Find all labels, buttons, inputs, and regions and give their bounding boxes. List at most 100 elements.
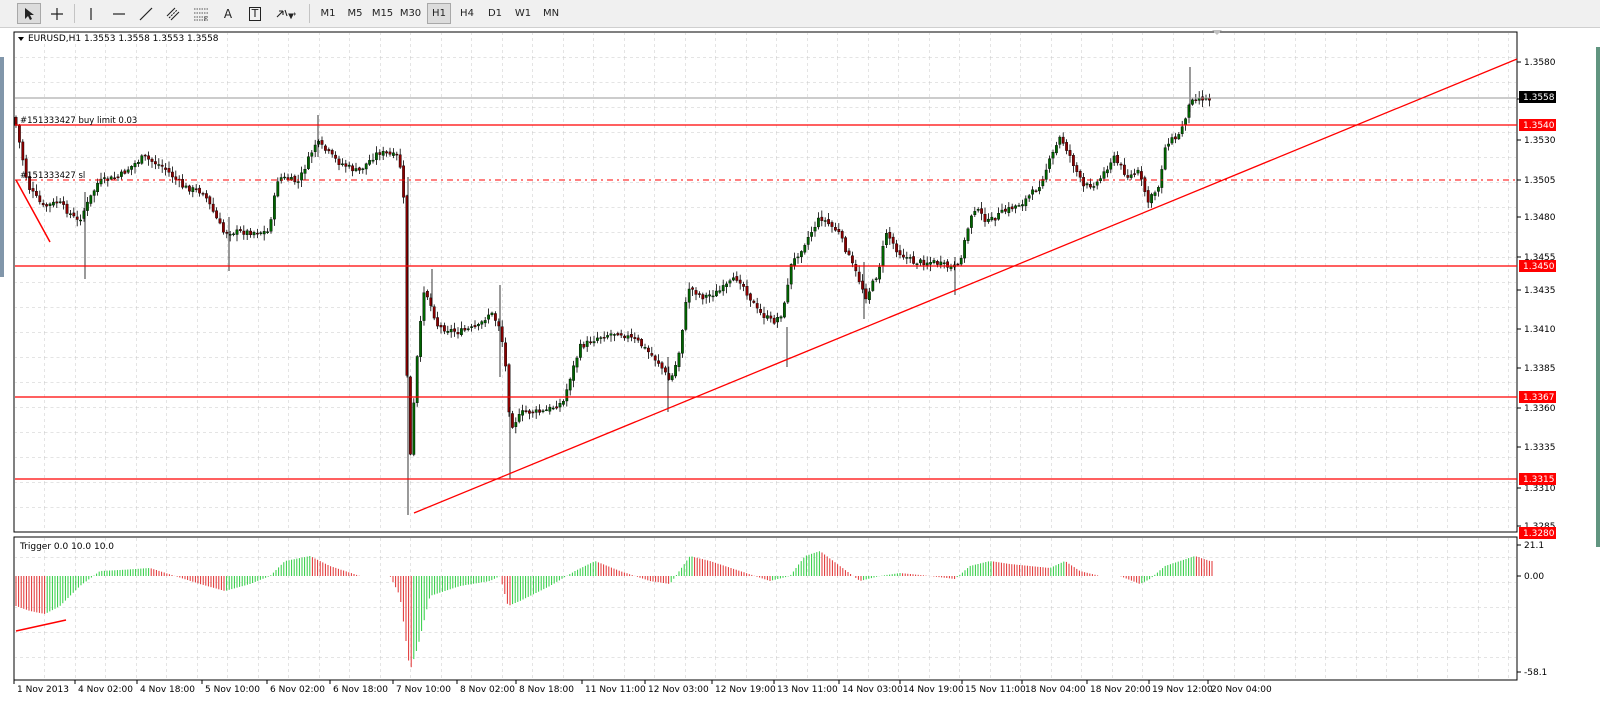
candle-body (1037, 187, 1041, 192)
cursor-icon[interactable] (17, 3, 41, 24)
candle-body (616, 333, 620, 336)
candle-body (164, 167, 167, 170)
arrows-icon[interactable] (272, 3, 300, 24)
candle-body (868, 291, 871, 301)
ascending-trendline[interactable] (413, 58, 1518, 514)
chart-area[interactable]: EURUSD,H1 1.3553 1.3558 1.3553 1.3558 #1… (0, 27, 1600, 711)
vertical-line-icon[interactable] (80, 3, 102, 24)
candle-body (313, 144, 317, 152)
candle-body (885, 232, 888, 245)
candle-body (364, 163, 368, 170)
candle-body (759, 309, 763, 313)
candle-body (596, 337, 599, 341)
candle-body (664, 367, 667, 373)
candle-body (1126, 175, 1130, 178)
candle-body (500, 326, 504, 342)
candle-body (888, 231, 892, 239)
candle-body (1000, 209, 1004, 213)
candle-body (980, 208, 984, 214)
candle-body (881, 246, 885, 267)
candle-body (834, 227, 837, 231)
timeframe-m5-button[interactable]: M5 (347, 8, 363, 19)
time-tick: 12 Nov 19:00 (715, 685, 776, 695)
candle-body (266, 231, 269, 233)
timeframe-m30-button[interactable]: M30 (399, 8, 422, 19)
candle-body (293, 175, 297, 183)
candle-body (575, 357, 579, 368)
candle-body (123, 170, 127, 174)
time-tick: 8 Nov 18:00 (519, 685, 574, 695)
candle-body (677, 352, 681, 367)
chart-menu-icon[interactable] (18, 37, 24, 41)
indicator-trendline[interactable] (15, 619, 67, 632)
candle-body (1044, 169, 1048, 180)
crosshair-icon[interactable] (45, 3, 69, 24)
equidistant-channel-icon[interactable] (162, 3, 186, 24)
candle-body (837, 228, 841, 232)
candle-body (619, 333, 623, 336)
candle-body (1031, 189, 1035, 195)
candle-body (895, 243, 899, 253)
candle-body (460, 328, 463, 336)
candle-body (1170, 137, 1174, 144)
candle-body (1139, 171, 1143, 180)
candle-body (480, 321, 484, 325)
candle-body (1194, 99, 1198, 102)
candle-body (762, 313, 766, 318)
candle-body (1024, 198, 1028, 207)
candle-body (606, 335, 610, 338)
candle-body (1167, 143, 1171, 147)
candle-body (1180, 126, 1184, 134)
candle-body (929, 262, 933, 265)
timeframe-h4-button[interactable]: H4 (460, 8, 474, 19)
chart-shift-marker[interactable] (1212, 30, 1222, 35)
candle-body (21, 141, 25, 161)
candle-body (857, 271, 861, 283)
candle-body (99, 178, 103, 185)
candle-body (1085, 183, 1089, 186)
horizontal-line-icon[interactable] (107, 3, 131, 24)
timeframe-h1-button[interactable]: H1 (427, 3, 451, 24)
text-label-glyph: T (248, 6, 262, 21)
time-tick: 18 Nov 04:00 (1025, 685, 1086, 695)
candle-body (1075, 165, 1079, 172)
time-tick: 11 Nov 11:00 (585, 685, 646, 695)
candle-body (398, 154, 402, 168)
level-price-label-bg (1519, 391, 1556, 403)
candle-body (905, 257, 909, 259)
candle-body (1112, 155, 1116, 163)
short-trendline[interactable] (15, 179, 51, 243)
candle-body (92, 190, 96, 196)
indicator-header: Trigger 0.0 10.0 10.0 (19, 542, 114, 552)
candle-body (368, 160, 371, 165)
trendline-icon[interactable] (134, 3, 158, 24)
current-price-label-bg (1519, 91, 1556, 103)
text-tool[interactable]: A (223, 6, 233, 21)
price-tick: 1.3310 (1524, 484, 1556, 494)
candle-body (517, 414, 521, 422)
candle-body (919, 259, 922, 264)
timeframe-d1-button[interactable]: D1 (487, 8, 503, 19)
candle-body (582, 344, 586, 348)
candle-body (1034, 190, 1038, 192)
candle-body (585, 340, 589, 347)
candle-body (936, 261, 939, 265)
fibonacci-icon[interactable]: F (189, 3, 213, 24)
candle-body (534, 409, 538, 413)
candle-body (511, 413, 514, 428)
timeframe-m15-button[interactable]: M15 (371, 8, 394, 19)
candle-body (276, 181, 280, 197)
candle-body (1173, 136, 1177, 140)
timeframe-mn-button[interactable]: MN (542, 8, 560, 19)
candle-body (973, 211, 977, 216)
candle-body (891, 236, 895, 244)
candle-body (395, 153, 399, 156)
candle-body (1177, 134, 1181, 140)
timeframe-w1-button[interactable]: W1 (514, 8, 532, 19)
candle-body (269, 219, 273, 232)
candle-body (602, 337, 606, 339)
candle-body (1051, 151, 1055, 159)
candle-body (119, 171, 123, 177)
text-label-tool[interactable]: T (244, 3, 266, 24)
timeframe-m1-button[interactable]: M1 (320, 8, 336, 19)
